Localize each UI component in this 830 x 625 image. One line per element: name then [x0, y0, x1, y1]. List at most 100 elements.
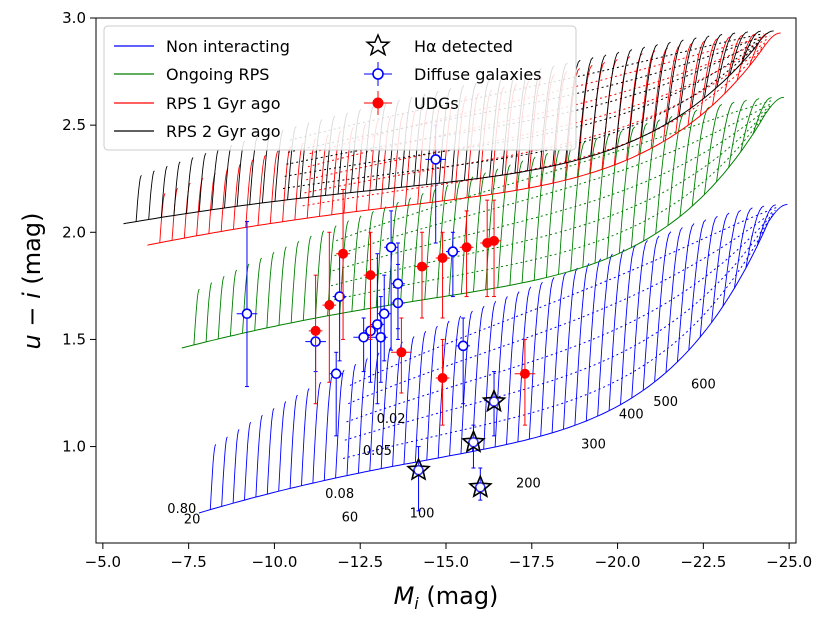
legend: Non interacting Ongoing RPS RPS 1 Gyr ag… [103, 25, 577, 151]
filled-circle-marker [416, 261, 427, 272]
model-track [257, 154, 266, 226]
model-track [703, 33, 723, 99]
filled-circle-marker [324, 300, 335, 311]
spin-label: 0.02 [377, 412, 406, 427]
udg-point [514, 338, 536, 426]
legend-label-non-interacting: Non interacting [166, 37, 290, 56]
model-track [217, 275, 225, 339]
model-track [193, 288, 200, 345]
velocity-label: 500 [653, 395, 678, 410]
model-track [602, 51, 620, 153]
open-circle-marker [375, 331, 387, 343]
model-track [654, 231, 672, 382]
model-isoline [349, 206, 778, 386]
model-track [521, 156, 536, 283]
halpha-star-marker [406, 457, 431, 481]
axes: −5.0 −7.5 −10.0 −12.5 −15.0 −17.5 −20.0 −22.5 −2… [62, 9, 812, 571]
model-isoline [348, 209, 776, 405]
model-track [724, 34, 744, 94]
series-h-detected [406, 388, 507, 498]
model-isoline [304, 44, 766, 194]
model-isoline [334, 102, 773, 257]
diffuse-galaxy-point [487, 371, 501, 437]
model-track [688, 219, 707, 351]
udg-point [363, 231, 378, 340]
model-track [679, 109, 698, 217]
model-track [135, 175, 142, 222]
model-track [232, 429, 240, 504]
model-track [597, 253, 613, 417]
model-track [387, 201, 399, 306]
filled-circle-marker [338, 248, 349, 259]
model-track [640, 44, 658, 138]
model-track [752, 97, 772, 135]
model-track [618, 126, 636, 254]
model-track [346, 363, 357, 476]
model-track [676, 223, 695, 362]
filled-circle-marker [396, 347, 407, 358]
model-track [424, 188, 437, 300]
model-track [473, 172, 486, 292]
model-track [269, 150, 279, 224]
filled-circle-marker [489, 235, 500, 246]
model-track [665, 39, 684, 124]
model-track [650, 47, 668, 149]
model-track [662, 45, 681, 142]
diffuse-galaxy-point [446, 231, 460, 298]
model-track [570, 141, 586, 272]
x-tick-label: −7.5 [170, 553, 206, 571]
model-track [716, 32, 736, 88]
velocity-label: 600 [691, 378, 716, 393]
model-isoline [344, 215, 773, 441]
model-track [577, 57, 594, 160]
model-isoline [330, 108, 769, 287]
y-tick-label: 3.0 [62, 9, 86, 27]
model-track [551, 272, 567, 433]
model-track [448, 180, 461, 296]
x-axis-label: Mi (mag) [394, 582, 499, 613]
open-circle-marker [430, 154, 442, 165]
open-circle-marker [241, 308, 253, 320]
model-track [380, 346, 392, 469]
model-track [335, 369, 345, 479]
model-track [741, 30, 761, 63]
halpha-star-marker [467, 474, 493, 498]
model-track [615, 49, 633, 148]
model-track [255, 414, 263, 498]
filled-circle-marker [365, 270, 376, 281]
udg-point [435, 338, 450, 426]
udg-point [435, 231, 450, 319]
x-tick-label: −12.5 [337, 553, 383, 571]
x-tick-label: −22.5 [680, 553, 726, 571]
model-track [699, 215, 718, 338]
model-track [667, 112, 685, 226]
spin-label: 0.05 [363, 444, 392, 459]
model-track [289, 394, 298, 489]
open-circle-marker [358, 331, 369, 343]
model-track [186, 157, 194, 214]
model-track [278, 401, 287, 492]
open-circle-marker [334, 291, 345, 302]
model-track [426, 325, 438, 461]
model-track [675, 42, 693, 134]
model-grid-non-interacting [198, 203, 788, 514]
halpha-star-marker [481, 388, 507, 413]
diffuse-galaxy-point [384, 210, 398, 351]
model-track [728, 99, 747, 168]
open-circle-marker [372, 319, 383, 330]
model-track [576, 65, 593, 178]
model-track [339, 220, 349, 314]
model-track [302, 235, 312, 321]
model-track [540, 277, 555, 437]
model-track [509, 160, 524, 286]
velocity-label: 400 [619, 408, 644, 423]
diffuse-galaxy-point [473, 467, 488, 501]
filled-circle-marker [437, 253, 448, 263]
filled-circle-marker [519, 368, 530, 379]
model-track [699, 38, 719, 116]
udg-point [459, 210, 474, 298]
model-track [628, 46, 646, 143]
model-track [471, 305, 485, 452]
spin-label: 0.08 [325, 487, 354, 502]
y-tick-label: 1.0 [62, 438, 86, 456]
